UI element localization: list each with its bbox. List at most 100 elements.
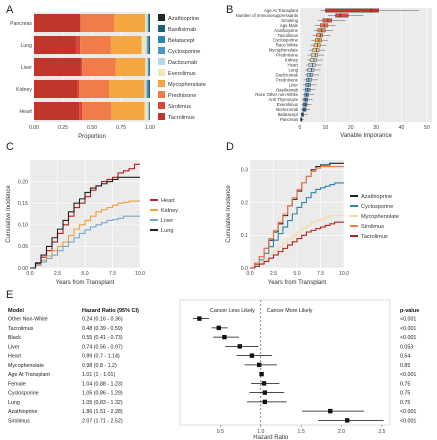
row-hazard-ratio-text: 1.05 (0.86 - 1.29): [82, 391, 123, 397]
legend-label: Mycophenolate: [168, 82, 206, 88]
row-model-label: Age At Transplant: [8, 372, 50, 378]
x-tick-label: 0.5: [217, 429, 224, 435]
bar-segment: [149, 57, 150, 77]
x-tick-label: 1.00: [145, 125, 155, 131]
bar-segment: [34, 13, 81, 33]
row-model-label: Mycophenolate: [8, 363, 44, 369]
y-tick-label: 0.2: [241, 200, 248, 206]
hazard-ratio-point: [259, 371, 264, 377]
bar-segment: [141, 35, 146, 55]
hazard-ratio-point: [216, 325, 221, 331]
bar-segment: [146, 79, 148, 99]
row-hazard-ratio-text: 1.05 (0.83 - 1.32): [82, 400, 123, 406]
bar-segment: [82, 101, 112, 121]
variable-label: Number of Immunosuppressants: [236, 13, 298, 18]
legend-label: Sirolimus: [361, 224, 384, 230]
hazard-ratio-point: [237, 344, 242, 349]
y-axis-title: Cumulative Incidence: [226, 185, 232, 243]
box: [313, 43, 321, 48]
column-header-p-value: p-value: [400, 308, 419, 314]
series-line: [30, 176, 140, 269]
bar-segment: [75, 35, 81, 55]
variable-label: Belatacept: [278, 112, 299, 117]
bar-segment: [82, 57, 116, 77]
y-tick-label: 0.20: [18, 179, 28, 185]
x-tick-label: 5.0: [81, 271, 88, 277]
legend-label: Liver: [161, 218, 173, 224]
legend-swatch: [158, 102, 165, 109]
bar-segment: [149, 101, 150, 121]
bar-segment: [34, 101, 80, 121]
legend-label: Heart: [161, 198, 175, 204]
row-p-value: 0.053: [400, 344, 413, 350]
row-p-value: 0.75: [400, 400, 410, 406]
variable-label: Cyclosporine: [273, 38, 298, 43]
row-p-value: <0.001: [400, 418, 416, 424]
legend-swatch: [158, 80, 165, 87]
row-hazard-ratio-text: 0.48 (0.39 - 0.59): [82, 326, 123, 332]
panel-a-stacked-bar-chart: 0.00 0.25 0.50 0.75 1.00 Proportion Pancreas Lu…: [10, 12, 206, 140]
hazard-ratio-point: [262, 399, 268, 405]
x-tick-label: 30: [373, 125, 379, 131]
bar-segment: [34, 57, 81, 77]
x-tick-label: 0.00: [29, 125, 39, 131]
category-label: Heart: [19, 109, 32, 115]
y-tick-label: 0.0: [241, 266, 248, 272]
series-line: [250, 221, 344, 269]
bar-segment: [80, 57, 83, 77]
bar-segment: [114, 13, 146, 33]
bar-segment: [147, 101, 149, 121]
x-axis-title: Years from Transplant: [268, 280, 327, 286]
bar-segment: [147, 35, 149, 55]
x-tick-label: 5.0: [293, 271, 300, 277]
box: [312, 48, 320, 53]
legend-swatch: [158, 69, 165, 76]
bar-segment: [145, 79, 147, 99]
legend-label: Cyclosporine: [168, 49, 200, 55]
series-line: [30, 163, 140, 269]
legend-label: Tacrolimus: [361, 234, 388, 240]
legend-label: Kidney: [161, 208, 178, 214]
bar-segment: [148, 101, 150, 121]
bar-segment: [111, 101, 145, 121]
box: [308, 63, 316, 67]
box: [325, 8, 379, 13]
legend-label: Daclizumab: [168, 60, 197, 66]
row-hazard-ratio-text: 1.86 (1.51 - 2.28): [82, 409, 123, 415]
x-axis-title: Hazard Ratio: [253, 435, 289, 440]
y-tick-label: 0.15: [18, 201, 28, 207]
bar-segment: [145, 35, 148, 55]
panel-e-forest-plot: Model Hazard Ratio (95% CI) p-value Cancer …: [8, 299, 419, 440]
x-tick-label: 0.50: [87, 125, 97, 131]
x-tick-label: 0.25: [58, 125, 68, 131]
hazard-ratio-point: [256, 362, 262, 368]
series-line: [250, 165, 344, 269]
row-hazard-ratio-text: 2.07 (1.71 - 2.52): [82, 418, 123, 424]
bar-segment: [144, 79, 146, 99]
variable-label: Basiliximab: [276, 87, 298, 92]
row-p-value: <0.001: [400, 335, 416, 341]
variable-label: Smoking: [281, 18, 298, 23]
y-tick-label: 0.10: [18, 223, 28, 229]
category-label: Pancreas: [10, 21, 32, 27]
legend-label: Mycophenolate: [361, 214, 399, 220]
variable-label: Race White: [276, 43, 299, 48]
y-tick-label: 0.00: [18, 266, 28, 272]
row-hazard-ratio-text: 0.74 (0.56 - 0.97): [82, 344, 123, 350]
right-direction-label: Cancer More Likely: [267, 308, 313, 314]
hazard-ratio-point: [249, 353, 255, 358]
bar-segment: [115, 57, 146, 77]
bar-segment: [80, 13, 115, 33]
variable-label: Mycophenolate: [269, 48, 299, 53]
panel-c-incidence-by-organ: 0.0 2.5 5.0 7.5 10.0 0.00 0.05 0.10 0.15 0.20 Year…: [6, 160, 178, 286]
column-header-hazard-ratio: Hazard Ratio (95% CI): [82, 308, 139, 314]
panel-letter-c: C: [6, 141, 14, 153]
x-axis-title: Proportion: [78, 134, 106, 140]
legend-swatch: [158, 113, 165, 120]
variable-label: Prednisone: [276, 53, 298, 58]
bar-segment: [148, 79, 150, 99]
bar-segment: [145, 57, 147, 77]
legend-swatch: [158, 25, 165, 32]
row-model-label: Heart: [8, 354, 21, 360]
